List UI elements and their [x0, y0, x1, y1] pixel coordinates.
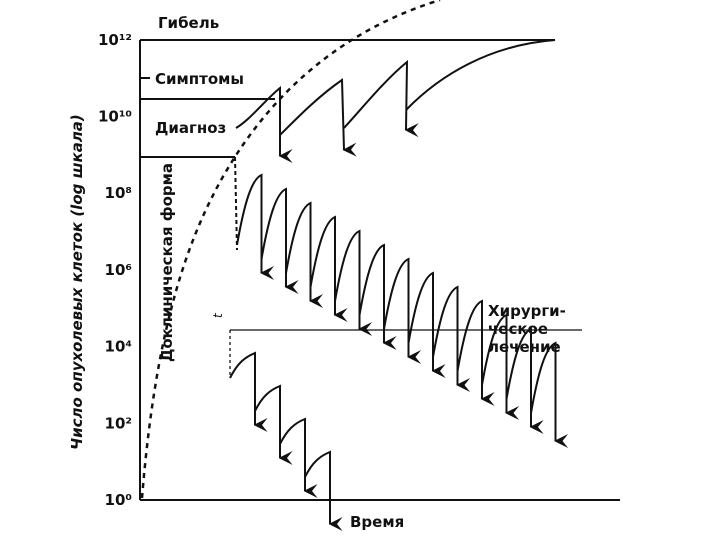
- y-tick-label: 10⁰: [105, 491, 132, 509]
- tooth: [383, 257, 422, 364]
- regrowth: [405, 39, 556, 111]
- y-axis-title: Число опухолевых клеток (log шкала): [68, 114, 86, 450]
- tooth: [407, 271, 446, 378]
- tooth: [260, 187, 299, 294]
- tooth: [236, 173, 275, 280]
- tooth: [279, 78, 357, 157]
- y-tick-label: 10¹⁰: [98, 108, 132, 126]
- treatment-drop: [234, 156, 238, 251]
- sawtooth: [229, 173, 569, 531]
- death-label: Гибель: [158, 14, 219, 32]
- tooth: [358, 243, 397, 350]
- y-tick-label: 10²: [105, 414, 132, 432]
- tooth: [309, 215, 348, 322]
- tooth: [505, 327, 544, 434]
- tooth: [229, 351, 268, 432]
- surgery-label: ческое: [488, 320, 548, 338]
- tooth: [456, 299, 495, 406]
- x-axis-title: Время: [350, 513, 404, 531]
- t-label: t: [211, 312, 225, 318]
- symptoms-label: Симптомы: [155, 70, 244, 88]
- tooth: [254, 384, 293, 465]
- y-tick-label: 10⁴: [105, 338, 132, 356]
- tooth: [279, 417, 318, 498]
- y-tick-label: 10¹²: [98, 31, 132, 49]
- tooth: [304, 450, 343, 531]
- tooth: [343, 59, 419, 138]
- tooth: [432, 285, 471, 392]
- tooth: [530, 341, 569, 448]
- tooth: [481, 313, 520, 420]
- diagnosis-label: Диагноз: [155, 119, 226, 137]
- surgery-label: Хирурги-: [488, 302, 566, 320]
- y-tick-label: 10⁶: [105, 261, 132, 279]
- tooth: [285, 201, 324, 308]
- tooth: [235, 85, 293, 163]
- tooth: [334, 229, 373, 336]
- surgery-label: лечение: [488, 338, 561, 356]
- preclinical-label: Доклиническая форма: [158, 163, 176, 362]
- y-tick-label: 10⁸: [105, 184, 132, 202]
